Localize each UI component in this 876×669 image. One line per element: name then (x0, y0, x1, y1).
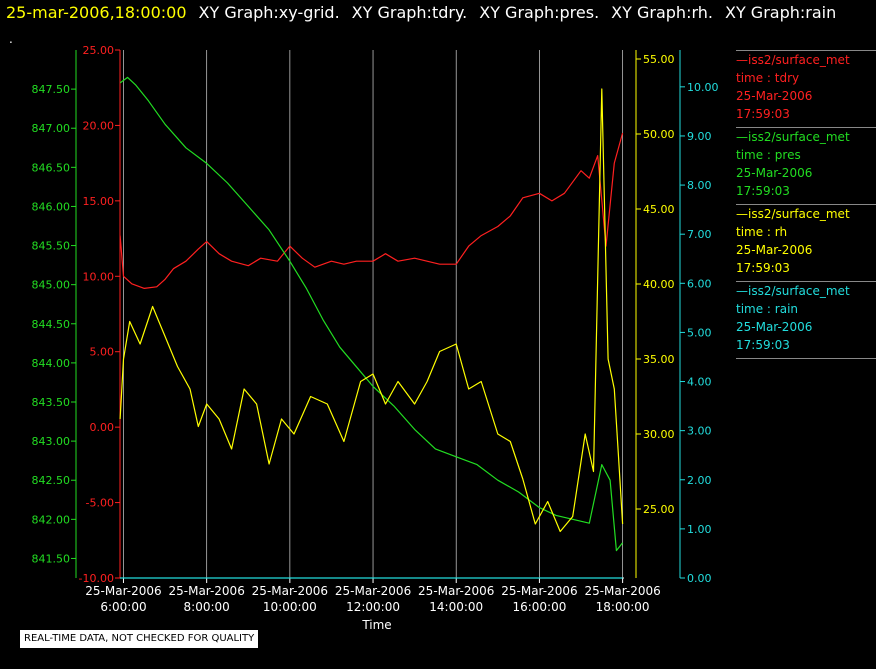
y-tick-label-pres: 845.00 (32, 279, 71, 292)
legend-tdry-line: —iss2/surface_met (736, 53, 850, 67)
x-axis-label: Time (361, 618, 391, 632)
header-graph-xy-grid: XY Graph:xy-grid. (198, 3, 340, 22)
y-tick-label-rh: 50.00 (643, 128, 675, 141)
y-tick-label-rain: 1.00 (687, 523, 712, 536)
y-tick-label-pres: 847.50 (32, 83, 71, 96)
legend-entry-rh: —iss2/surface_met time : rh 25-Mar-2006 … (736, 204, 876, 281)
y-tick-label-rain: 0.00 (687, 572, 712, 585)
x-tick-label-date: 25-Mar-2006 (335, 584, 411, 598)
x-tick-label-time: 8:00:00 (184, 600, 230, 614)
y-tick-label-tdry: 15.00 (83, 195, 115, 208)
y-tick-label-tdry: 20.00 (83, 119, 115, 132)
legend-tdry-label: time : tdry (736, 71, 800, 85)
legend: —iss2/surface_met time : tdry 25-Mar-200… (736, 50, 876, 359)
y-tick-label-rh: 40.00 (643, 278, 675, 291)
legend-rh-label: time : rh (736, 225, 788, 239)
legend-tdry-date: 25-Mar-2006 (736, 89, 813, 103)
y-tick-label-rain: 9.00 (687, 130, 712, 143)
header-graph-rh: XY Graph:rh. (611, 3, 713, 22)
y-tick-label-pres: 841.50 (32, 552, 71, 565)
y-tick-label-pres: 845.50 (32, 240, 71, 253)
y-tick-label-rain: 4.00 (687, 376, 712, 389)
legend-entry-pres: —iss2/surface_met time : pres 25-Mar-200… (736, 127, 876, 204)
y-tick-label-rain: 8.00 (687, 179, 712, 192)
vertical-gridlines (123, 50, 624, 578)
series-lines (119, 76, 624, 579)
chart-axes (71, 49, 685, 583)
y-tick-label-pres: 843.00 (32, 435, 71, 448)
x-tick-label-time: 12:00:00 (346, 600, 400, 614)
x-tick-label-time: 18:00:00 (596, 600, 650, 614)
y-tick-label-pres: 844.50 (32, 318, 71, 331)
x-tick-label-time: 14:00:00 (429, 600, 483, 614)
y-tick-label-tdry: -5.00 (86, 497, 114, 510)
legend-pres-line: —iss2/surface_met (736, 130, 850, 144)
y-tick-label-tdry: 10.00 (83, 270, 115, 283)
legend-rain-label: time : rain (736, 302, 799, 316)
y-tick-label-tdry: 25.00 (83, 44, 115, 57)
series-line-rh (119, 88, 624, 533)
y-tick-label-rain: 7.00 (687, 228, 712, 241)
legend-tdry-time: 17:59:03 (736, 107, 790, 121)
y-tick-label-rh: 25.00 (643, 503, 675, 516)
y-tick-label-pres: 842.50 (32, 474, 71, 487)
y-tick-label-rain: 10.00 (687, 81, 719, 94)
y-tick-label-pres: 847.00 (32, 122, 71, 135)
x-tick-label-time: 10:00:00 (263, 600, 317, 614)
series-line-pres (119, 76, 624, 552)
x-tick-label-date: 25-Mar-2006 (418, 584, 494, 598)
legend-rh-line: —iss2/surface_met (736, 207, 850, 221)
y-tick-label-tdry: -10.00 (79, 572, 114, 585)
y-tick-label-pres: 844.00 (32, 357, 71, 370)
legend-rh-date: 25-Mar-2006 (736, 243, 813, 257)
x-tick-label-date: 25-Mar-2006 (501, 584, 577, 598)
y-tick-label-rain: 5.00 (687, 326, 712, 339)
header-graph-tdry: XY Graph:tdry. (351, 3, 468, 22)
legend-rain-time: 17:59:03 (736, 338, 790, 352)
y-tick-label-pres: 846.50 (32, 161, 71, 174)
x-tick-label-date: 25-Mar-2006 (85, 584, 161, 598)
y-tick-label-tdry: 0.00 (90, 421, 115, 434)
legend-rh-time: 17:59:03 (736, 261, 790, 275)
y-tick-label-rh: 35.00 (643, 353, 675, 366)
y-tick-label-rain: 3.00 (687, 425, 712, 438)
y-tick-label-pres: 842.00 (32, 513, 71, 526)
legend-pres-label: time : pres (736, 148, 801, 162)
legend-entry-tdry: —iss2/surface_met time : tdry 25-Mar-200… (736, 50, 876, 127)
tick-labels: 25-Mar-2006 6:00:00 25-Mar-2006 8:00:00 25-M… (32, 44, 719, 614)
x-tick-label-time: 6:00:00 (100, 600, 146, 614)
y-tick-label-pres: 843.50 (32, 396, 71, 409)
header-graph-rain: XY Graph:rain (724, 3, 837, 22)
header-graph-pres: XY Graph:pres. (479, 3, 600, 22)
legend-pres-time: 17:59:03 (736, 184, 790, 198)
y-tick-label-rain: 6.00 (687, 277, 712, 290)
x-tick-label-date: 25-Mar-2006 (584, 584, 660, 598)
series-line-tdry (119, 132, 624, 289)
header-timestamp: 25-mar-2006,18:00:00 (6, 3, 187, 22)
y-tick-label-tdry: 5.00 (90, 346, 115, 359)
x-tick-label-date: 25-Mar-2006 (252, 584, 328, 598)
quality-disclaimer: REAL-TIME DATA, NOT CHECKED FOR QUALITY (20, 630, 259, 648)
y-tick-label-rh: 55.00 (643, 53, 675, 66)
legend-rain-date: 25-Mar-2006 (736, 320, 813, 334)
legend-rain-line: —iss2/surface_met (736, 284, 850, 298)
y-tick-label-rh: 45.00 (643, 203, 675, 216)
header-marker: . (9, 32, 13, 46)
x-tick-label-time: 16:00:00 (512, 600, 566, 614)
y-tick-label-rain: 2.00 (687, 474, 712, 487)
graph-header: 25-mar-2006,18:00:00 XY Graph:xy-grid. XY … (0, 2, 836, 24)
legend-entry-rain: —iss2/surface_met time : rain 25-Mar-200… (736, 281, 876, 359)
legend-pres-date: 25-Mar-2006 (736, 166, 813, 180)
x-tick-label-date: 25-Mar-2006 (168, 584, 244, 598)
y-tick-label-rh: 30.00 (643, 428, 675, 441)
y-tick-label-pres: 846.00 (32, 200, 71, 213)
